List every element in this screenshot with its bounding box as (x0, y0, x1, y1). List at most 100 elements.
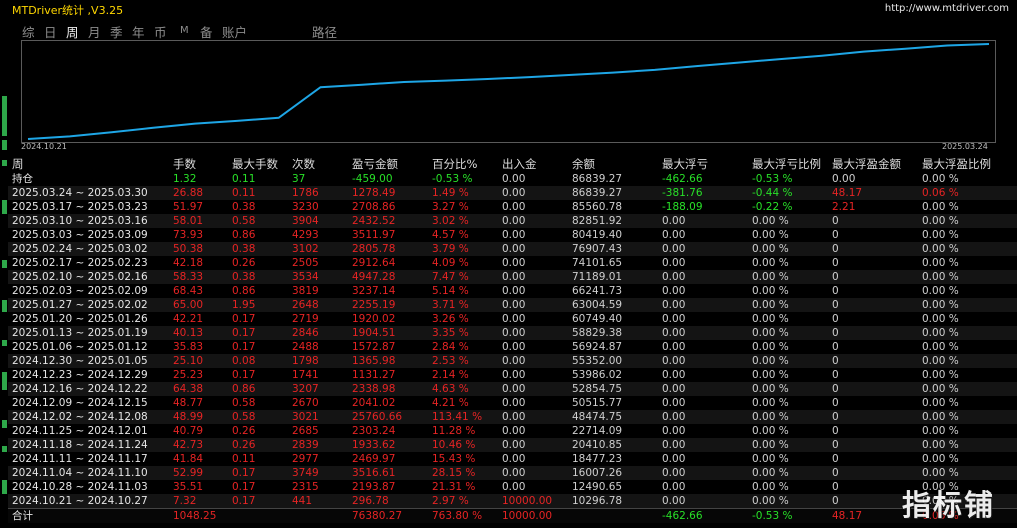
left-edge-bar (0, 0, 8, 528)
table-row[interactable]: 2025.03.03 ~ 2025.03.09 73.93 0.86 4293 3511… (8, 228, 1017, 242)
total-row: 合计 1048.25 76380.27 763.80 % 10000.00 -462.66… (8, 508, 1017, 523)
table-cell: 0.00 % (752, 285, 789, 297)
table-cell: 0.11 (232, 453, 256, 465)
header-cell[interactable]: 百分比% (432, 157, 478, 171)
tab-3[interactable]: 月 (88, 25, 101, 40)
table-cell: 0.00 % (752, 467, 789, 479)
table-row[interactable]: 2025.01.13 ~ 2025.01.19 40.13 0.17 2846 1904… (8, 326, 1017, 340)
table-cell: 4293 (292, 229, 319, 241)
tab-6[interactable]: 币 (154, 25, 167, 40)
header-cell[interactable]: 最大浮盈比例 (922, 157, 991, 171)
header-cell[interactable]: 最大浮盈金额 (832, 157, 901, 171)
table-cell: 0.00 (502, 383, 526, 395)
table-row[interactable]: 2024.11.04 ~ 2024.11.10 52.99 0.17 3749 3516… (8, 466, 1017, 480)
table-cell: 0.00 (662, 299, 686, 311)
table-cell: 2024.11.18 ~ 2024.11.24 (12, 439, 148, 451)
table-cell: 0.17 (232, 327, 256, 339)
table-cell: 0.00 % (922, 271, 959, 283)
table-row[interactable]: 2025.02.24 ~ 2025.03.02 50.38 0.38 3102 2805… (8, 242, 1017, 256)
table-row[interactable]: 2025.02.03 ~ 2025.02.09 68.43 0.86 3819 3237… (8, 284, 1017, 298)
table-row[interactable]: 2024.11.11 ~ 2024.11.17 41.84 0.11 2977 2469… (8, 452, 1017, 466)
table-cell: 0.26 (232, 257, 256, 269)
edge-tick (2, 96, 7, 136)
table-cell: 0.00 (502, 257, 526, 269)
table-cell: 3819 (292, 285, 319, 297)
table-cell: 3.02 % (432, 215, 469, 227)
table-cell: 18477.23 (572, 453, 623, 465)
tab-7[interactable]: M (180, 25, 189, 36)
table-cell: 0.00 % (752, 229, 789, 241)
table-row[interactable]: 2025.01.27 ~ 2025.02.02 65.00 1.95 2648 2255… (8, 298, 1017, 312)
table-row[interactable]: 持仓 1.32 0.11 37 -459.00 -0.53 % 0.00 86839.27 -4… (8, 172, 1017, 186)
header-cell[interactable]: 最大手数 (232, 157, 278, 171)
table-row[interactable]: 2025.03.24 ~ 2025.03.30 26.88 0.11 1786 1278… (8, 186, 1017, 200)
table-cell: 0.08 (232, 355, 256, 367)
table-row[interactable]: 2024.12.23 ~ 2024.12.29 25.23 0.17 1741 1131… (8, 368, 1017, 382)
header-cell[interactable]: 手数 (173, 157, 196, 171)
header-cell[interactable]: 余额 (572, 157, 595, 171)
header-cell[interactable]: 最大浮亏 (662, 157, 708, 171)
tab-4[interactable]: 季 (110, 25, 123, 40)
table-cell: 0.00 % (752, 397, 789, 409)
table-row[interactable]: 2024.11.18 ~ 2024.11.24 42.73 0.26 2839 1933… (8, 438, 1017, 452)
table-cell: 3237.14 (352, 285, 396, 297)
tab-5[interactable]: 年 (132, 25, 145, 40)
table-cell: 3.35 % (432, 327, 469, 339)
table-cell: 0 (832, 453, 839, 465)
tab-2[interactable]: 周 (66, 25, 79, 40)
header-cell[interactable]: 次数 (292, 157, 315, 171)
table-cell: 0.00 % (922, 201, 959, 213)
table-cell: 0.00 % (752, 495, 789, 507)
table-row[interactable]: 2024.12.09 ~ 2024.12.15 48.77 0.58 2670 2041… (8, 396, 1017, 410)
tab-9[interactable]: 账户 (222, 25, 248, 40)
table-row[interactable]: 2024.11.25 ~ 2024.12.01 40.79 0.26 2685 2303… (8, 424, 1017, 438)
table-cell: 80419.40 (572, 229, 623, 241)
table-row[interactable]: 2025.03.10 ~ 2025.03.16 58.01 0.58 3904 2432… (8, 214, 1017, 228)
table-row[interactable]: 2024.12.30 ~ 2025.01.05 25.10 0.08 1798 1365… (8, 354, 1017, 368)
table-cell: 16007.26 (572, 467, 623, 479)
table-cell: 5.14 % (432, 285, 469, 297)
table-cell: 0 (832, 313, 839, 325)
table-cell: 50515.77 (572, 397, 623, 409)
table-cell: 0.00 % (752, 327, 789, 339)
edge-tick (2, 372, 7, 390)
table-cell: 4.57 % (432, 229, 469, 241)
table-cell: 2025.02.03 ~ 2025.02.09 (12, 285, 148, 297)
header-cell[interactable]: 盈亏金额 (352, 157, 398, 171)
tab-10[interactable]: 路径 (312, 25, 338, 40)
table-cell: 0 (832, 271, 839, 283)
header-cell[interactable]: 周 (12, 157, 24, 171)
table-cell: 12490.65 (572, 481, 623, 493)
header-cell[interactable]: 出入金 (502, 157, 537, 171)
table-row[interactable]: 2025.02.10 ~ 2025.02.16 58.33 0.38 3534 4947… (8, 270, 1017, 284)
tab-0[interactable]: 综 (22, 25, 35, 40)
edge-tick (2, 420, 7, 428)
table-cell: 0 (832, 299, 839, 311)
table-row[interactable]: 2025.02.17 ~ 2025.02.23 42.18 0.26 2505 2912… (8, 256, 1017, 270)
table-row[interactable]: 2025.03.17 ~ 2025.03.23 51.97 0.38 3230 2708… (8, 200, 1017, 214)
tab-8[interactable]: 备 (200, 25, 213, 40)
table-cell: 7.47 % (432, 271, 469, 283)
table-row[interactable]: 2025.01.20 ~ 2025.01.26 42.21 0.17 2719 1920… (8, 312, 1017, 326)
title-bar: MTDriver统计 ,V3.25 http://www.mtdriver.co… (8, 0, 1017, 18)
header-cell[interactable]: 最大浮亏比例 (752, 157, 821, 171)
table-row[interactable]: 2024.10.28 ~ 2024.11.03 35.51 0.17 2315 2193… (8, 480, 1017, 494)
tab-1[interactable]: 日 (44, 25, 57, 40)
table-cell: 2024.10.21 ~ 2024.10.27 (12, 495, 148, 507)
table-row[interactable]: 2025.01.06 ~ 2025.01.12 35.83 0.17 2488 1572… (8, 340, 1017, 354)
table-cell: 66241.73 (572, 285, 623, 297)
table-cell: 0 (832, 467, 839, 479)
table-row[interactable]: 2024.12.16 ~ 2024.12.22 64.38 0.86 3207 2338… (8, 382, 1017, 396)
table-cell: 0 (832, 439, 839, 451)
table-cell: 0.26 (232, 425, 256, 437)
table-cell: 0.06 % (922, 187, 959, 199)
table-cell: 2.97 % (432, 495, 469, 507)
table-cell: 0.38 (232, 271, 256, 283)
table-row[interactable]: 2024.10.21 ~ 2024.10.27 7.32 0.17 441 296.78… (8, 494, 1017, 508)
table-cell: 2708.86 (352, 201, 396, 213)
table-cell: -0.53 % (752, 173, 793, 185)
site-link[interactable]: http://www.mtdriver.com (884, 3, 1009, 14)
table-cell: 1933.62 (352, 439, 396, 451)
table-row[interactable]: 2024.12.02 ~ 2024.12.08 48.99 0.58 3021 2576… (8, 410, 1017, 424)
table-cell: 0.00 % (922, 383, 959, 395)
